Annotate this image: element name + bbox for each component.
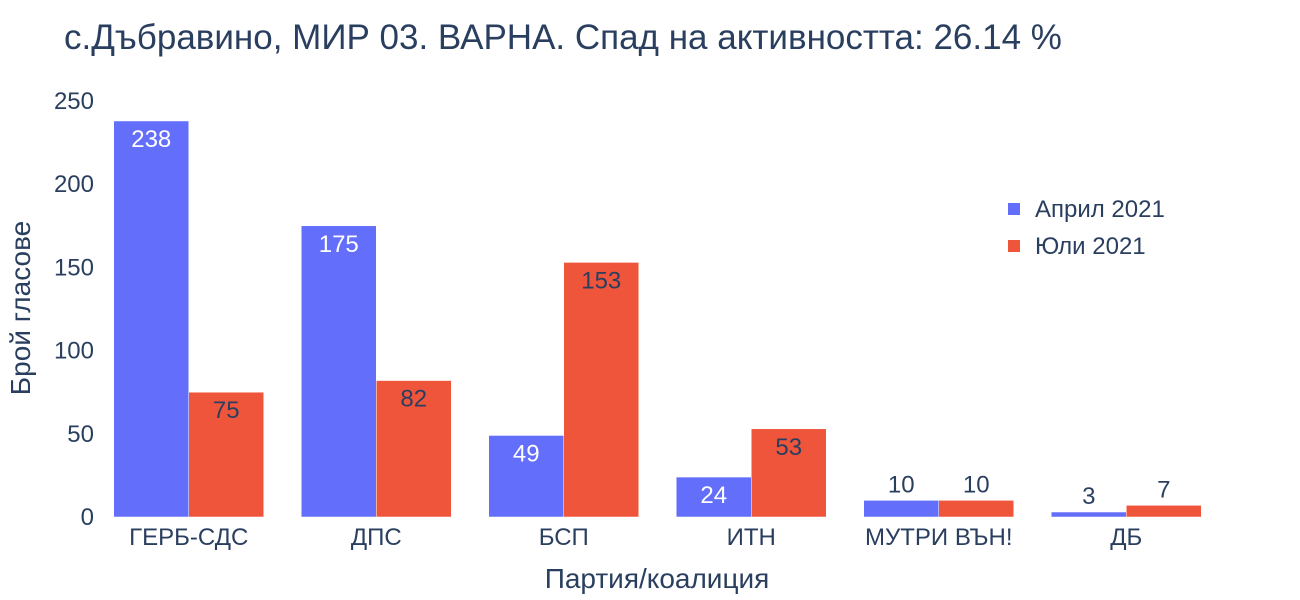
legend-label: Юли 2021 bbox=[1035, 233, 1146, 260]
bar-value-label: 3 bbox=[1082, 483, 1095, 510]
y-tick-label: 100 bbox=[54, 338, 94, 365]
bar-value-label: 238 bbox=[131, 126, 171, 153]
legend: Април 2021 Юли 2021 bbox=[1008, 196, 1165, 260]
y-tick-label: 200 bbox=[54, 171, 94, 198]
bar-july bbox=[188, 391, 264, 518]
bar-april bbox=[488, 435, 564, 518]
bar-april bbox=[676, 476, 752, 518]
bar-july bbox=[563, 262, 639, 518]
bar-value-label: 82 bbox=[400, 386, 427, 413]
x-tick-label: ГЕРБ-СДС bbox=[129, 524, 248, 551]
x-tick-label: ДПС bbox=[351, 524, 402, 551]
bar-value-label: 7 bbox=[1157, 476, 1170, 503]
bar-april bbox=[301, 225, 377, 518]
bar-july bbox=[751, 428, 827, 518]
bar-value-label: 53 bbox=[775, 434, 802, 461]
legend-swatch bbox=[1008, 240, 1020, 252]
chart-title: с.Дъбравино, МИР 03. ВАРНА. Спад на акти… bbox=[64, 18, 1062, 57]
bar-april bbox=[863, 500, 939, 518]
x-tick-label: МУТРИ ВЪН! bbox=[865, 524, 1012, 551]
y-tick-label: 150 bbox=[54, 254, 94, 281]
bar-april bbox=[113, 120, 189, 518]
bar-july bbox=[938, 500, 1014, 518]
legend-swatch bbox=[1008, 203, 1020, 215]
bar-value-label: 24 bbox=[700, 482, 727, 509]
bar-value-label: 10 bbox=[888, 471, 915, 498]
bar-value-label: 175 bbox=[319, 231, 359, 258]
bar-value-label: 75 bbox=[213, 397, 240, 424]
bar-april bbox=[1051, 511, 1127, 518]
y-tick-label: 0 bbox=[81, 504, 94, 531]
bar-value-label: 49 bbox=[513, 440, 540, 467]
bar-value-label: 10 bbox=[963, 471, 990, 498]
plot-area: 0 50 100 150 200 250 238 75 ГЕРБ-СДС 175 82 ДПС 49 15… bbox=[54, 88, 1202, 551]
bar-july bbox=[376, 380, 452, 518]
x-tick-label: БСП bbox=[539, 524, 589, 551]
bar-july bbox=[1126, 505, 1202, 518]
y-axis-label: Брой гласове bbox=[5, 221, 36, 395]
legend-label: Април 2021 bbox=[1035, 196, 1165, 223]
x-axis-label: Партия/коалиция bbox=[545, 563, 770, 594]
x-tick-label: ДБ bbox=[1110, 524, 1142, 551]
x-tick-label: ИТН bbox=[727, 524, 776, 551]
y-tick-label: 50 bbox=[67, 421, 94, 448]
y-tick-label: 250 bbox=[54, 88, 94, 115]
bar-value-label: 153 bbox=[581, 267, 621, 294]
